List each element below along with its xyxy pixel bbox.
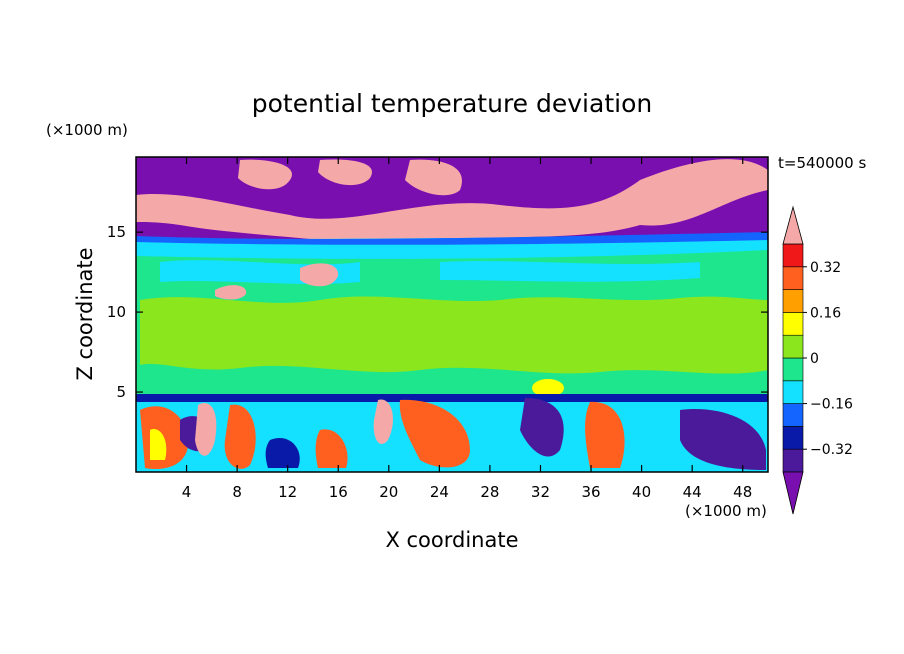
y-tick-label: 5 (116, 383, 126, 401)
x-tick-label: 24 (430, 483, 449, 501)
lower-cold-cell-2 (520, 398, 564, 457)
upper-positive-patch-4 (405, 159, 462, 196)
upper-blue-strip (136, 232, 768, 245)
x-tick-label: 40 (632, 483, 651, 501)
lower-warm-cell-3 (399, 399, 470, 468)
x-tick-label: 12 (278, 483, 297, 501)
lower-cold-cell-4 (265, 438, 300, 468)
colorbar-top-arrow (782, 205, 804, 245)
x-tick-label: 44 (683, 483, 702, 501)
y-tick-label: 10 (107, 303, 126, 321)
colorbar-label: 0.32 (810, 260, 841, 276)
x-tick-label: 20 (379, 483, 398, 501)
x-tick-label: 28 (480, 483, 499, 501)
lower-warm-cell-5 (315, 429, 348, 468)
middle-positive-cell-2 (215, 285, 247, 300)
colorbar-segment (782, 403, 804, 427)
lower-positive-plume (195, 403, 217, 456)
middle-light-green-region (140, 296, 768, 374)
y-axis: 5 10 15 (107, 223, 768, 401)
inversion-blue-line (136, 394, 768, 402)
lower-cold-cell-3 (680, 409, 766, 470)
middle-yellow-cell (532, 379, 564, 397)
contour-field (136, 157, 768, 472)
colorbar-label: −0.16 (810, 397, 853, 413)
lower-warm-cell-2 (224, 404, 256, 469)
middle-cyan-patch-2 (440, 261, 700, 282)
colorbar-segment (782, 289, 804, 313)
x-axis: 4 8 12 16 20 24 28 32 36 40 44 48 (182, 157, 752, 501)
upper-positive-patch-2 (238, 159, 292, 190)
x-tick-label: 32 (531, 483, 550, 501)
lower-warm-cell-4 (585, 401, 625, 468)
colorbar-segment (782, 334, 804, 359)
x-tick-label: 8 (232, 483, 242, 501)
colorbar-segment (782, 243, 804, 268)
y-unit-label: (×1000 m) (46, 121, 128, 139)
x-tick-label: 4 (182, 483, 192, 501)
colorbar-segment (782, 357, 804, 382)
lower-positive-plume-2 (373, 399, 393, 444)
plot-frame (135, 156, 769, 473)
colorbar-segment (782, 448, 804, 473)
colorbar-label: −0.32 (810, 442, 853, 458)
colorbar-segment (782, 312, 804, 336)
x-axis-label: X coordinate (385, 528, 518, 552)
colorbar-bottom-arrow (782, 471, 804, 515)
colorbar-label: 0.16 (810, 305, 841, 321)
colorbar: −0.32 −0.16 0 0.16 0.32 (782, 205, 853, 515)
colorbar-segment (782, 266, 804, 290)
x-tick-label: 36 (581, 483, 600, 501)
time-label: t=540000 s (778, 154, 866, 172)
upper-positive-patch (136, 159, 768, 246)
y-axis-label: Z coordinate (73, 247, 97, 380)
chart-title: potential temperature deviation (252, 89, 652, 118)
x-unit-label: (×1000 m) (685, 502, 767, 520)
x-tick-label: 48 (733, 483, 752, 501)
middle-positive-cell (300, 263, 339, 287)
x-tick-label: 16 (329, 483, 348, 501)
upper-positive-patch-3 (318, 159, 372, 186)
lower-yellow-cell (150, 429, 167, 460)
colorbar-label: 0 (810, 351, 819, 367)
colorbar-segment (782, 380, 804, 404)
colorbar-segment (782, 426, 804, 450)
y-tick-label: 15 (107, 223, 126, 241)
